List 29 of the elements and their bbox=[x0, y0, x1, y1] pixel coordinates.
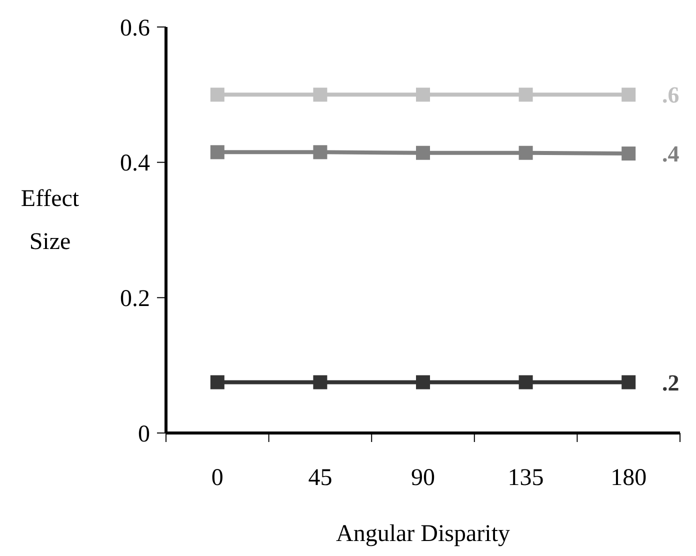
series-label: .6 bbox=[662, 82, 680, 108]
point bbox=[416, 375, 430, 390]
series-label: .4 bbox=[662, 142, 680, 167]
point bbox=[416, 146, 430, 160]
x-tick-label: 135 bbox=[508, 465, 544, 491]
point bbox=[416, 88, 430, 102]
point bbox=[313, 88, 328, 102]
y-tick-label: 0.4 bbox=[120, 150, 150, 177]
point bbox=[210, 375, 224, 390]
point bbox=[622, 88, 636, 102]
y-tick-label: 0 bbox=[138, 421, 150, 448]
x-tick-label: 180 bbox=[610, 465, 647, 491]
point bbox=[622, 375, 636, 390]
y-axis-title: Effect Size bbox=[20, 186, 80, 255]
y-tick-label: 0.2 bbox=[120, 286, 150, 312]
point bbox=[518, 146, 533, 160]
point bbox=[622, 146, 636, 161]
x-axis-title: Angular Disparity bbox=[336, 521, 510, 547]
y-tick-label: 0.6 bbox=[120, 15, 150, 42]
series-label: .2 bbox=[662, 370, 680, 396]
point bbox=[518, 88, 533, 102]
point bbox=[313, 145, 328, 160]
x-tick-label: 45 bbox=[308, 465, 332, 491]
x-tick-label: 90 bbox=[411, 465, 435, 491]
point bbox=[518, 375, 533, 390]
point bbox=[210, 88, 224, 102]
x-tick-label: 0 bbox=[211, 465, 224, 491]
point bbox=[210, 145, 224, 160]
point bbox=[313, 375, 328, 390]
